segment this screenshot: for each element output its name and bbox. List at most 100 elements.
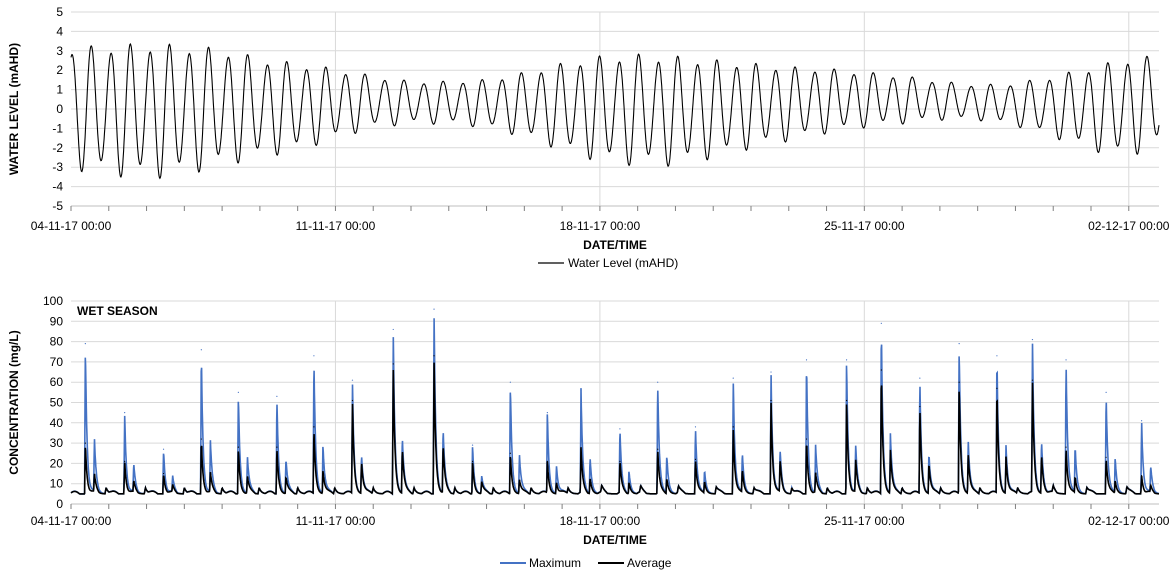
legend-label-average: Average bbox=[627, 556, 672, 570]
series-line-average bbox=[70, 362, 1159, 496]
y-tick-label: 4 bbox=[56, 24, 63, 38]
average-peak-point bbox=[580, 448, 582, 450]
maximum-peak-point bbox=[1031, 338, 1034, 341]
average-peak-point bbox=[313, 426, 315, 428]
maximum-peak-point bbox=[919, 377, 921, 379]
y-axis-title: WATER LEVEL (mAHD) bbox=[7, 43, 21, 175]
y-tick-label: 10 bbox=[50, 477, 64, 491]
average-peak-point bbox=[509, 452, 511, 454]
average-peak-point bbox=[237, 446, 239, 448]
y-tick-label: 20 bbox=[50, 456, 64, 470]
average-peak-point bbox=[200, 438, 202, 440]
average-peak-point bbox=[84, 442, 86, 444]
average-peak-point bbox=[1141, 474, 1143, 477]
water-level-chart: 5 4 3 2 1 0 -1 -2 -3 -4 -5 04-11-17 00:00 11-11-17 0… bbox=[7, 5, 1170, 270]
maximum-peak-point bbox=[845, 359, 848, 361]
y-tick-label: 1 bbox=[56, 83, 63, 97]
x-tick-label: 04-11-17 00:00 bbox=[31, 514, 112, 528]
maximum-peak-point bbox=[1141, 420, 1143, 422]
y-tick-label: 3 bbox=[56, 44, 63, 58]
average-peak-point bbox=[471, 460, 474, 462]
average-peak-point bbox=[392, 363, 394, 365]
maximum-peak-point bbox=[1065, 359, 1067, 361]
average-peak-point bbox=[162, 472, 165, 475]
y-tick-label: 80 bbox=[50, 335, 64, 349]
y-tick-label: -2 bbox=[52, 141, 63, 155]
x-tick-label: 11-11-17 00:00 bbox=[296, 219, 376, 233]
y-tick-label: 100 bbox=[43, 294, 63, 308]
maximum-peak-point bbox=[392, 328, 394, 331]
maximum-peak-point bbox=[433, 308, 435, 310]
y-tick-label: -5 bbox=[52, 199, 63, 213]
average-peak-point bbox=[919, 405, 921, 408]
legend-label-water-level: Water Level (mAHD) bbox=[568, 256, 678, 270]
maximum-peak-point bbox=[694, 426, 697, 428]
y-tick-label: 0 bbox=[56, 102, 63, 116]
x-tick-label: 18-11-17 00:00 bbox=[560, 219, 641, 233]
maximum-peak-point bbox=[546, 412, 548, 414]
average-peak-point bbox=[546, 460, 548, 462]
maximum-peak-point bbox=[471, 444, 474, 446]
maximum-peak-point bbox=[162, 448, 165, 450]
y-tick-label: 70 bbox=[50, 355, 64, 369]
maximum-peak-point bbox=[958, 343, 960, 345]
legend-label-maximum: Maximum bbox=[529, 556, 581, 570]
x-tick-label: 02-12-17 00:00 bbox=[1088, 219, 1170, 233]
average-peak-point bbox=[694, 458, 697, 460]
average-peak-point bbox=[276, 446, 278, 448]
average-peak-point bbox=[1031, 379, 1034, 381]
average-peak-point bbox=[1065, 446, 1067, 448]
legend: Maximum Average bbox=[500, 556, 672, 570]
x-tick-label: 02-12-17 00:00 bbox=[1088, 514, 1170, 528]
maximum-peak-point bbox=[276, 395, 278, 398]
average-peak-point bbox=[351, 399, 354, 402]
x-tick-label: 04-11-17 00:00 bbox=[31, 219, 112, 233]
average-peak-point bbox=[805, 438, 808, 440]
x-tick-label: 18-11-17 00:00 bbox=[560, 514, 641, 528]
average-peak-point bbox=[657, 448, 659, 450]
x-tick-label: 11-11-17 00:00 bbox=[296, 514, 376, 528]
x-axis-title: DATE/TIME bbox=[583, 533, 647, 547]
maximum-peak-point bbox=[657, 381, 659, 383]
maximum-peak-point bbox=[200, 349, 202, 351]
maximum-peak-point bbox=[580, 389, 582, 391]
y-tick-label: 90 bbox=[50, 314, 64, 328]
y-tick-label: 30 bbox=[50, 436, 64, 450]
x-tick-label: 25-11-17 00:00 bbox=[824, 219, 905, 233]
y-tick-label: 40 bbox=[50, 416, 64, 430]
maximum-peak-point bbox=[313, 355, 315, 357]
average-peak-point bbox=[1105, 456, 1107, 458]
average-peak-point bbox=[996, 387, 998, 389]
y-tick-label: 50 bbox=[50, 396, 64, 410]
x-tick-label: 25-11-17 00:00 bbox=[824, 514, 905, 528]
maximum-peak-point bbox=[124, 412, 126, 414]
average-peak-point bbox=[770, 399, 772, 402]
average-peak-point bbox=[958, 381, 960, 383]
maximum-peak-point bbox=[770, 371, 772, 373]
y-tick-label: 5 bbox=[56, 5, 63, 19]
average-peak-point bbox=[433, 355, 435, 357]
maximum-peak-point bbox=[237, 391, 239, 393]
y-tick-label: 60 bbox=[50, 375, 64, 389]
legend: Water Level (mAHD) bbox=[538, 256, 678, 270]
maximum-peak-point bbox=[351, 379, 354, 381]
average-peak-point bbox=[619, 460, 621, 462]
x-axis-title: DATE/TIME bbox=[583, 238, 647, 252]
maximum-peak-point bbox=[880, 322, 882, 324]
y-tick-label: -3 bbox=[52, 160, 63, 174]
maximum-peak-point bbox=[84, 343, 86, 345]
maximum-peak-point bbox=[996, 355, 998, 357]
season-annotation: WET SEASON bbox=[77, 304, 158, 318]
average-peak-point bbox=[845, 399, 848, 402]
average-peak-point bbox=[732, 426, 734, 428]
maximum-peak-point bbox=[805, 359, 808, 361]
y-tick-label: -1 bbox=[52, 121, 63, 135]
y-tick-label: -4 bbox=[52, 180, 63, 194]
y-tick-label: 2 bbox=[56, 63, 63, 77]
maximum-peak-point bbox=[619, 428, 621, 430]
maximum-peak-point bbox=[509, 381, 511, 383]
average-peak-point bbox=[880, 369, 882, 371]
maximum-peak-point bbox=[732, 377, 734, 379]
